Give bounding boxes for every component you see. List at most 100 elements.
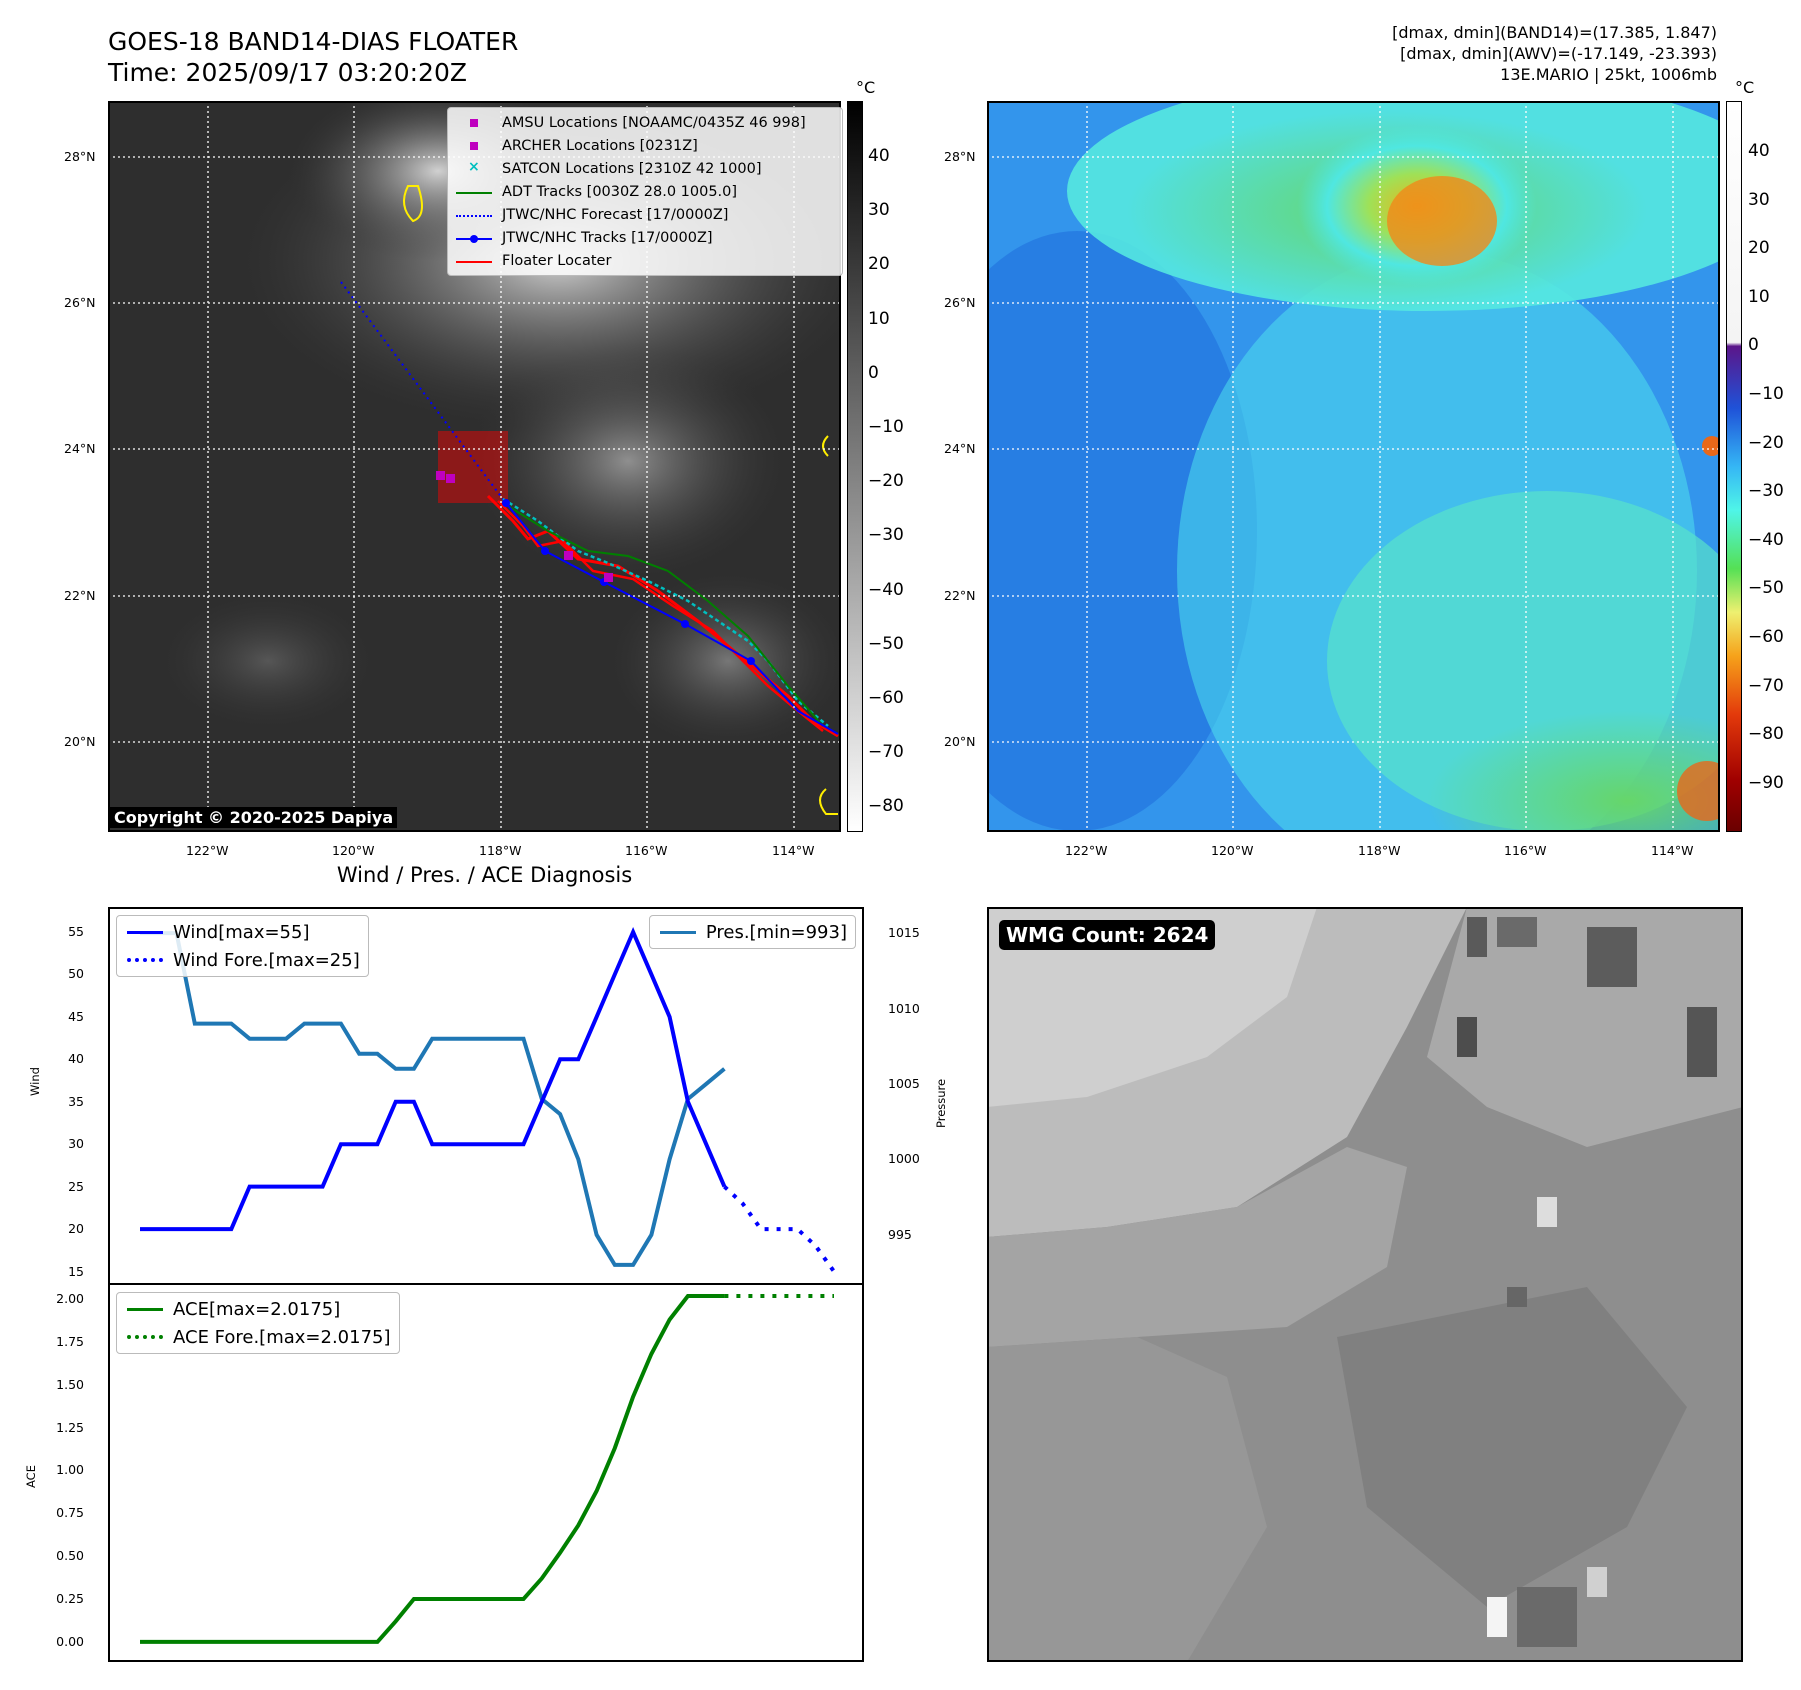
colorbar-tick-label: 30 bbox=[868, 200, 890, 221]
colorbar-tick-label: −40 bbox=[868, 579, 904, 600]
axis-tick-label: 1010 bbox=[888, 1000, 920, 1016]
colorbar-tick-label: 40 bbox=[1748, 141, 1770, 161]
lat-label: 24°N bbox=[944, 441, 976, 456]
lat-label: 28°N bbox=[64, 149, 96, 164]
axis-tick-label: 20 bbox=[68, 1221, 84, 1237]
copyright-badge: Copyright © 2020-2025 Dapiya bbox=[110, 807, 398, 828]
floater-track bbox=[486, 494, 839, 738]
lon-label: 118°W bbox=[479, 843, 522, 858]
lon-label: 122°W bbox=[186, 843, 229, 858]
title-line-2: Time: 2025/09/17 03:20:20Z bbox=[108, 58, 467, 87]
axis-tick-label: 1005 bbox=[888, 1075, 920, 1091]
colorbar-2-unit: °C bbox=[1735, 78, 1755, 97]
lon-label: 114°W bbox=[772, 843, 815, 858]
wmg-panel: WMG Count: 2624 bbox=[987, 907, 1743, 1662]
colorbar-tick-label: −20 bbox=[1748, 432, 1784, 453]
lon-label: 116°W bbox=[625, 843, 668, 858]
axis-tick-label: 0.75 bbox=[56, 1505, 84, 1521]
axis-tick-label: 1.00 bbox=[56, 1462, 84, 1478]
colorbar-tick-label: −40 bbox=[1748, 529, 1784, 550]
wind-fore-max-series-line bbox=[723, 1185, 836, 1273]
diagnosis-panel: Wind[max=55] Wind Fore.[max=25] Pres.[mi… bbox=[108, 907, 864, 1662]
axis-tick-label: 35 bbox=[68, 1093, 84, 1109]
wv-map-panel bbox=[897, 71, 1801, 891]
diagnosis-chart bbox=[108, 907, 864, 1662]
legend-wind: Wind[max=55] bbox=[173, 921, 310, 943]
colorbar-tick-label: −10 bbox=[868, 417, 904, 437]
ace-max-series-line bbox=[140, 1294, 725, 1644]
colorbar-tick-label: −80 bbox=[1748, 724, 1784, 745]
ace-axis-label: ACE bbox=[24, 1465, 38, 1488]
colorbar-tick-label: −70 bbox=[868, 742, 904, 763]
legend-amsu: AMSU Locations [NOAAMC/0435Z 46 998] bbox=[454, 111, 836, 134]
colorbar-tick-label: 20 bbox=[868, 254, 890, 275]
colorbar-tick-label: −90 bbox=[1748, 772, 1784, 793]
legend-floater: Floater Locater bbox=[454, 249, 836, 272]
axis-tick-label: 995 bbox=[888, 1226, 912, 1242]
ir-map-panel: AMSU Locations [NOAAMC/0435Z 46 998] ARC… bbox=[108, 81, 878, 832]
axis-tick-label: 2.00 bbox=[56, 1291, 84, 1306]
axis-tick-label: 25 bbox=[68, 1178, 84, 1194]
colorbar-tick-label: −50 bbox=[1748, 578, 1784, 599]
colorbar-2 bbox=[1726, 101, 1742, 832]
jtwc-forecast-track bbox=[340, 281, 509, 507]
colorbar-tick-label: −50 bbox=[868, 633, 904, 654]
colorbar-1 bbox=[847, 101, 863, 832]
ace-legend: ACE[max=2.0175] ACE Fore.[max=2.0175] bbox=[116, 1292, 400, 1354]
wmg-image bbox=[987, 907, 1743, 1662]
axis-tick-label: 1.75 bbox=[56, 1333, 84, 1349]
legend-jtwc-forecast: JTWC/NHC Forecast [17/0000Z] bbox=[454, 203, 836, 226]
pressure-axis-label: Pressure bbox=[934, 1078, 948, 1128]
axis-tick-label: 0.25 bbox=[56, 1591, 84, 1606]
figure-title: GOES-18 BAND14-DIAS FLOATER Time: 2025/0… bbox=[108, 26, 518, 88]
colorbar-tick-label: −30 bbox=[868, 525, 904, 546]
lat-label: 22°N bbox=[944, 588, 976, 603]
axis-tick-label: 1000 bbox=[888, 1151, 920, 1167]
colorbar-tick-label: 20 bbox=[1748, 238, 1770, 259]
axis-tick-label: 40 bbox=[68, 1051, 84, 1067]
lat-label: 26°N bbox=[944, 295, 976, 310]
axis-tick-label: 30 bbox=[68, 1136, 84, 1152]
legend-satcon: × SATCON Locations [2310Z 42 1000] bbox=[468, 158, 762, 177]
colorbar-tick-label: 30 bbox=[1748, 189, 1770, 210]
wind-plot bbox=[140, 926, 836, 1273]
colorbar-tick-label: −20 bbox=[868, 471, 904, 492]
wmg-cold-pixels bbox=[1457, 917, 1717, 1647]
lat-label: 26°N bbox=[64, 295, 96, 310]
colorbar-tick-label: 0 bbox=[1748, 335, 1759, 356]
stats-line-3: 13E.MARIO | 25kt, 1006mb bbox=[1500, 65, 1717, 84]
colorbar-tick-label: 10 bbox=[1748, 286, 1770, 307]
axis-tick-label: 55 bbox=[68, 923, 84, 939]
lat-label: 22°N bbox=[64, 588, 96, 603]
colorbar-tick-label: −60 bbox=[868, 688, 904, 708]
lon-label: 116°W bbox=[1504, 843, 1547, 858]
title-line-1: GOES-18 BAND14-DIAS FLOATER bbox=[108, 27, 519, 56]
lon-label: 120°W bbox=[332, 843, 375, 858]
lat-label: 20°N bbox=[944, 734, 976, 749]
lon-label: 122°W bbox=[1065, 843, 1108, 858]
ace-plot bbox=[140, 1294, 834, 1644]
axis-tick-label: 15 bbox=[68, 1263, 84, 1279]
floater-box bbox=[438, 431, 508, 503]
colorbar-tick-label: −10 bbox=[1748, 384, 1784, 404]
wmg-count-badge: WMG Count: 2624 bbox=[999, 920, 1216, 950]
lon-label: 118°W bbox=[1358, 843, 1401, 858]
lat-label: 28°N bbox=[944, 149, 976, 164]
colorbar-tick-label: 10 bbox=[868, 308, 890, 329]
colorbar-tick-label: −80 bbox=[868, 796, 904, 817]
axis-tick-label: 1015 bbox=[888, 925, 920, 941]
colorbar-tick-label: 0 bbox=[868, 362, 879, 383]
wv-map-image bbox=[897, 71, 1801, 891]
colorbar-1-unit: °C bbox=[856, 78, 876, 97]
lat-label: 24°N bbox=[64, 441, 96, 456]
axis-tick-label: 0.00 bbox=[56, 1633, 84, 1649]
legend-wind-fore: Wind Fore.[max=25] bbox=[173, 949, 360, 971]
colorbar-tick-label: −30 bbox=[1748, 481, 1784, 502]
lon-label: 120°W bbox=[1211, 843, 1254, 858]
stats-block: [dmax, dmin](BAND14)=(17.385, 1.847) [dm… bbox=[1392, 22, 1717, 85]
diagnosis-title: Wind / Pres. / ACE Diagnosis bbox=[336, 863, 633, 887]
wind-max-series-line bbox=[140, 926, 727, 1232]
map-legend: AMSU Locations [NOAAMC/0435Z 46 998] ARC… bbox=[447, 107, 843, 276]
stats-line-2: [dmax, dmin](AWV)=(-17.149, -23.393) bbox=[1400, 44, 1717, 63]
stats-line-1: [dmax, dmin](BAND14)=(17.385, 1.847) bbox=[1392, 23, 1717, 42]
